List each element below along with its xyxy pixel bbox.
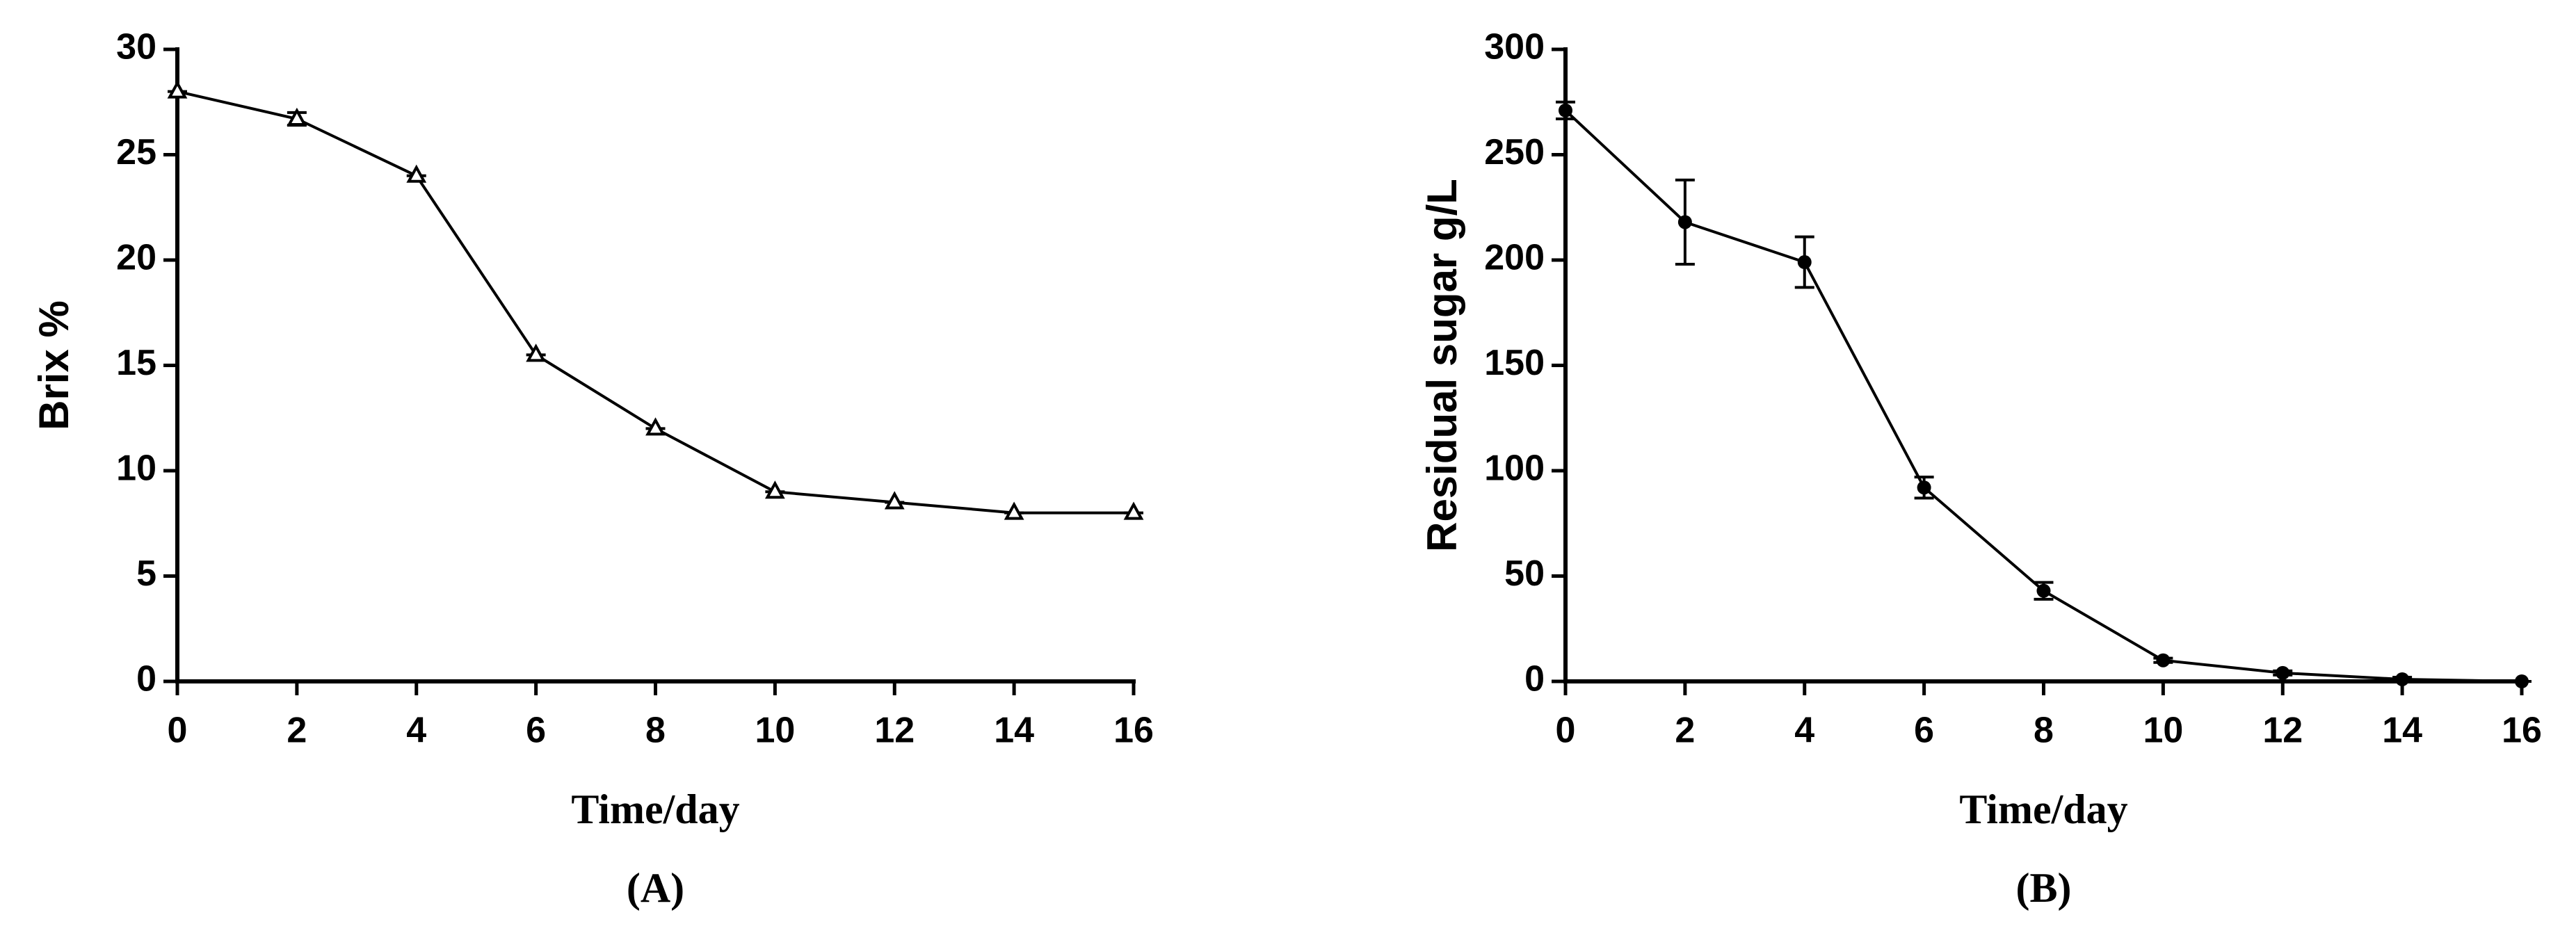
y-tick-label: 200: [1484, 238, 1545, 278]
x-tick-label: 10: [755, 711, 795, 751]
y-tick-label: 30: [116, 27, 156, 67]
marker: [1123, 501, 1144, 520]
marker: [2156, 653, 2171, 667]
marker: [167, 80, 188, 99]
x-tick-label: 12: [2262, 711, 2303, 751]
marker: [1797, 255, 1812, 270]
marker: [1677, 215, 1692, 229]
y-tick-label: 0: [1524, 659, 1545, 699]
x-tick-label: 4: [1794, 711, 1814, 751]
y-tick-label: 100: [1484, 448, 1545, 489]
x-tick-label: 8: [645, 711, 666, 751]
x-tick-label: 0: [168, 711, 188, 751]
x-tick-label: 12: [874, 711, 915, 751]
marker: [2395, 672, 2410, 686]
marker: [645, 417, 666, 436]
x-tick-label: 8: [2034, 711, 2054, 751]
marker: [1004, 501, 1024, 520]
x-axis-label: Time/day: [571, 786, 739, 832]
y-tick-label: 250: [1484, 132, 1545, 172]
data-line: [177, 90, 1134, 515]
y-tick-label: 150: [1484, 343, 1545, 383]
x-tick-label: 2: [287, 711, 307, 751]
marker: [2276, 665, 2290, 680]
y-tick-label: 300: [1484, 27, 1545, 67]
x-tick-label: 14: [2382, 711, 2422, 751]
marker: [764, 480, 785, 499]
y-axis-label: Residual sugar g/L: [1419, 179, 1465, 552]
x-tick-label: 6: [526, 711, 546, 751]
marker: [2515, 674, 2529, 688]
y-tick-label: 5: [136, 553, 156, 594]
marker: [884, 491, 905, 510]
marker: [526, 343, 547, 362]
y-tick-label: 25: [116, 132, 156, 172]
panel-label: (A): [627, 865, 684, 911]
x-tick-label: 14: [994, 711, 1034, 751]
y-tick-label: 15: [116, 343, 156, 383]
marker: [287, 107, 307, 126]
marker: [2036, 583, 2051, 598]
x-tick-label: 6: [1914, 711, 1934, 751]
marker: [1917, 480, 1931, 495]
y-tick-label: 10: [116, 448, 156, 489]
y-tick-label: 0: [136, 659, 156, 699]
y-axis-label: Brix %: [31, 300, 77, 430]
x-tick-label: 4: [406, 711, 426, 751]
marker: [1559, 103, 1572, 118]
panel-label: (B): [2016, 865, 2072, 911]
x-tick-label: 16: [1113, 711, 1154, 751]
x-tick-label: 10: [2143, 711, 2183, 751]
marker: [406, 164, 427, 183]
y-tick-label: 50: [1504, 553, 1545, 594]
y-tick-label: 20: [116, 238, 156, 278]
x-tick-label: 0: [1556, 711, 1576, 751]
x-tick-label: 2: [1675, 711, 1695, 751]
x-tick-label: 16: [2502, 711, 2542, 751]
x-axis-label: Time/day: [1959, 786, 2127, 832]
